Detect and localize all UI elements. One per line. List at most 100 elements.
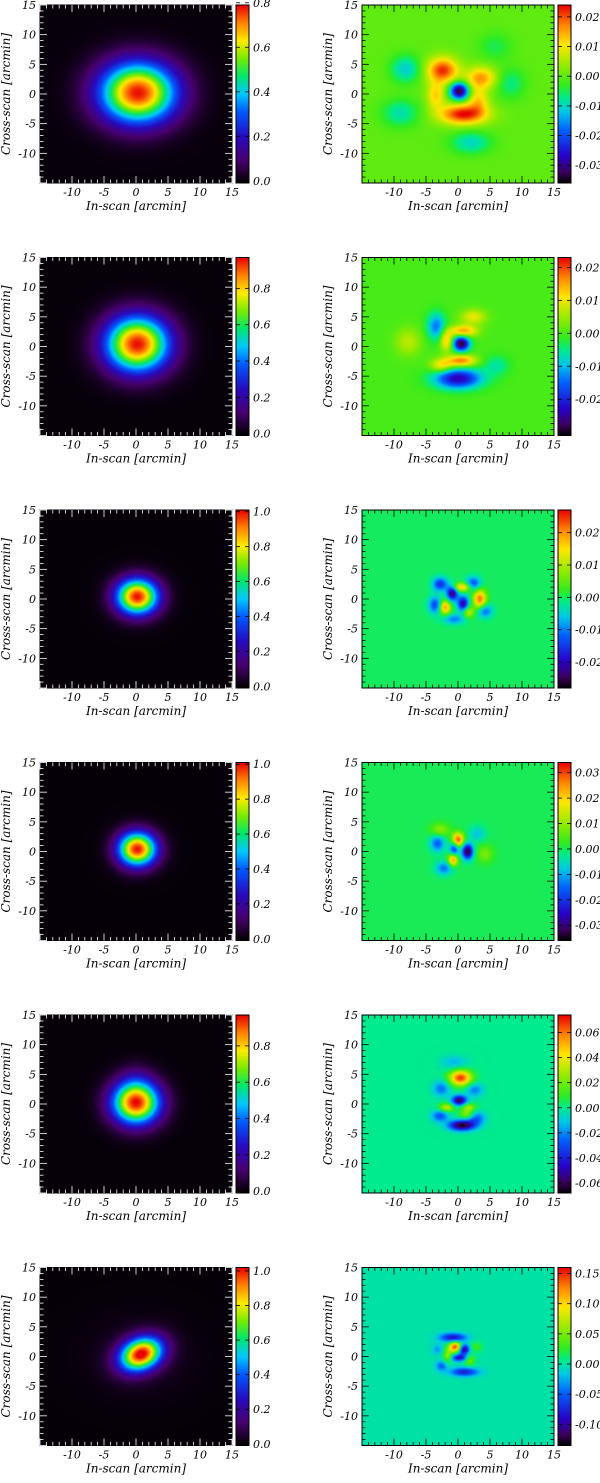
x-tick-label: -10 bbox=[63, 439, 81, 452]
x-tick-label: -5 bbox=[99, 944, 110, 957]
y-tick-label: 5 bbox=[29, 1068, 36, 1081]
colorbar-tick-label: 0.8 bbox=[253, 793, 271, 806]
y-tick-label: -10 bbox=[340, 652, 358, 665]
colorbar-tick-label: 0.01 bbox=[575, 559, 600, 572]
colorbar-frame bbox=[557, 762, 572, 941]
colorbar-tick-label: 0.00 bbox=[575, 70, 600, 83]
colorbar-tick-label: 0.6 bbox=[253, 41, 271, 54]
y-tick-label: -10 bbox=[18, 1410, 36, 1423]
y-axis-label: Cross-scan [arcmin] bbox=[321, 33, 335, 155]
y-tick-label: -10 bbox=[18, 652, 36, 665]
colorbar-tick-label: 0.05 bbox=[575, 1328, 600, 1341]
y-tick-label: -10 bbox=[18, 400, 36, 413]
y-tick-label: 10 bbox=[344, 281, 358, 294]
x-tick-label: -10 bbox=[385, 691, 403, 704]
panel-1: -10 -5 0 5 10 15 -10 -5 0 5 10 15 In-scan [arcmin] Cr… bbox=[0, 0, 271, 213]
y-tick-label: -5 bbox=[347, 1380, 358, 1393]
x-tick-label: 0 bbox=[133, 1449, 140, 1462]
colorbar-tick-label: 0.01 bbox=[575, 294, 600, 307]
y-tick-label: -5 bbox=[347, 370, 358, 383]
x-tick-label: 10 bbox=[193, 1449, 207, 1462]
colorbar-frame bbox=[557, 509, 572, 689]
x-tick-label: 0 bbox=[133, 691, 140, 704]
y-tick-label: -5 bbox=[347, 623, 358, 636]
colorbar-frame bbox=[235, 762, 250, 941]
y-tick-label: 5 bbox=[29, 1321, 36, 1334]
x-tick-label: -5 bbox=[421, 186, 432, 199]
x-axis-label: In-scan [arcmin] bbox=[407, 1209, 508, 1223]
colorbar-tick-label: 0.00 bbox=[575, 591, 600, 604]
x-tick-label: -10 bbox=[385, 1449, 403, 1462]
x-tick-label: 0 bbox=[455, 186, 462, 199]
colorbar-tick-label: 0.0 bbox=[253, 175, 271, 188]
colorbar-tick-label: 1.0 bbox=[253, 1265, 271, 1278]
y-tick-label: 15 bbox=[344, 1262, 358, 1275]
colorbar-tick-label: 0.6 bbox=[253, 828, 271, 841]
x-tick-label: 15 bbox=[547, 439, 561, 452]
colorbar-tick-label: 0.2 bbox=[253, 130, 271, 143]
colorbar-tick-label: 0.2 bbox=[253, 391, 271, 404]
panel-3: -10 -5 0 5 10 15 -10 -5 0 5 10 15 In-scan [arcmin] Cr… bbox=[0, 252, 271, 466]
colorbar-tick-label: -0.03 bbox=[575, 919, 600, 932]
colorbar-frame bbox=[557, 4, 572, 184]
panel-10: -10 -5 0 5 10 15 -10 -5 0 5 10 15 In-scan [arcmin] Cr… bbox=[321, 1009, 600, 1223]
x-tick-label: 15 bbox=[547, 1449, 561, 1462]
x-tick-label: 10 bbox=[193, 439, 207, 452]
x-axis-label: In-scan [arcmin] bbox=[85, 1209, 186, 1223]
colorbar-tick-label: 0.01 bbox=[575, 41, 600, 54]
y-tick-label: 0 bbox=[29, 1351, 36, 1364]
y-tick-label: 15 bbox=[22, 504, 36, 517]
x-tick-label: -5 bbox=[421, 944, 432, 957]
x-axis-label: In-scan [arcmin] bbox=[407, 957, 508, 971]
x-tick-label: 10 bbox=[515, 186, 529, 199]
x-tick-label: -10 bbox=[63, 691, 81, 704]
colorbar-tick-label: -0.10 bbox=[575, 1418, 600, 1431]
x-tick-label: -10 bbox=[385, 186, 403, 199]
x-tick-label: -10 bbox=[63, 1196, 81, 1209]
x-axis-label: In-scan [arcmin] bbox=[407, 1462, 508, 1476]
x-tick-label: 5 bbox=[165, 1449, 172, 1462]
colorbar-tick-label: 0.0 bbox=[253, 1438, 271, 1451]
x-tick-label: 5 bbox=[487, 1449, 494, 1462]
y-tick-label: 15 bbox=[22, 252, 36, 265]
colorbar-tick-label: -0.04 bbox=[575, 1152, 600, 1165]
x-tick-label: -10 bbox=[63, 186, 81, 199]
y-axis-label: Cross-scan [arcmin] bbox=[0, 1043, 13, 1165]
colorbar-tick-label: -0.01 bbox=[575, 624, 600, 637]
y-tick-label: 0 bbox=[351, 1098, 358, 1111]
colorbar-tick-label: 0.4 bbox=[253, 863, 271, 876]
y-tick-label: 10 bbox=[22, 786, 36, 799]
panel-4: -10 -5 0 5 10 15 -10 -5 0 5 10 15 In-scan [arcmin] Cr… bbox=[321, 252, 600, 466]
y-tick-label: 10 bbox=[22, 1039, 36, 1052]
y-axis-label: Cross-scan [arcmin] bbox=[321, 285, 335, 407]
x-tick-label: 0 bbox=[455, 1196, 462, 1209]
x-tick-label: 5 bbox=[487, 944, 494, 957]
y-tick-label: -10 bbox=[340, 905, 358, 918]
y-tick-label: -10 bbox=[340, 1410, 358, 1423]
x-tick-label: 15 bbox=[225, 1196, 239, 1209]
colorbar-tick-label: 0.8 bbox=[253, 1040, 271, 1053]
y-tick-label: -10 bbox=[18, 905, 36, 918]
y-tick-label: 0 bbox=[29, 341, 36, 354]
x-tick-label: 10 bbox=[193, 1196, 207, 1209]
colorbar-tick-label: 0.02 bbox=[575, 11, 600, 24]
colorbar-tick-label: -0.06 bbox=[575, 1177, 600, 1190]
x-tick-label: 0 bbox=[455, 1449, 462, 1462]
y-tick-label: -5 bbox=[347, 1128, 358, 1141]
colorbar bbox=[558, 762, 571, 941]
y-tick-label: -10 bbox=[340, 1157, 358, 1170]
colorbar-frame bbox=[557, 257, 572, 436]
y-tick-label: 15 bbox=[344, 1009, 358, 1022]
colorbar bbox=[236, 1267, 249, 1446]
colorbar-tick-label: 0.10 bbox=[575, 1298, 600, 1311]
y-tick-label: 5 bbox=[351, 1068, 358, 1081]
x-tick-label: 15 bbox=[547, 691, 561, 704]
x-tick-label: 10 bbox=[193, 186, 207, 199]
colorbar-tick-label: 0.6 bbox=[253, 1076, 271, 1089]
x-axis-label: In-scan [arcmin] bbox=[85, 199, 186, 213]
y-tick-label: 15 bbox=[344, 504, 358, 517]
x-tick-label: 15 bbox=[225, 1449, 239, 1462]
panel-7: -10 -5 0 5 10 15 -10 -5 0 5 10 15 In-scan [arcmin] Cr… bbox=[0, 757, 271, 971]
y-tick-label: -5 bbox=[25, 1380, 36, 1393]
